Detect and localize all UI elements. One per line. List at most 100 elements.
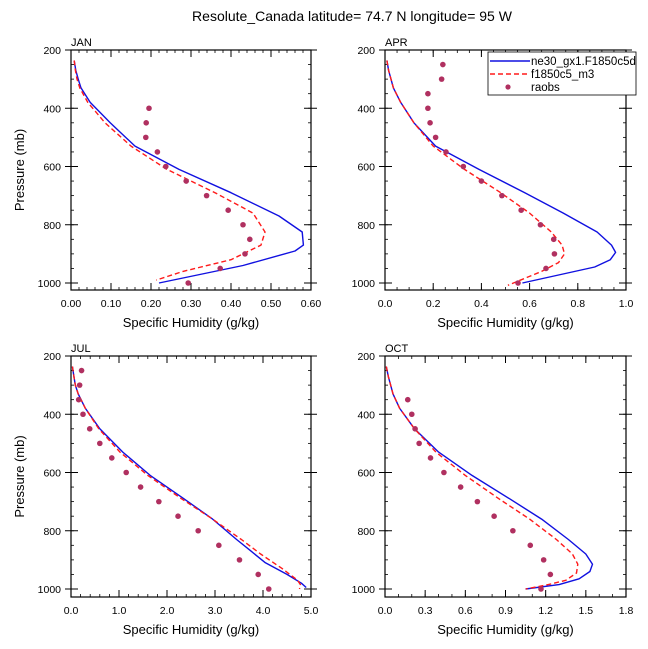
panels: JAN 0.00 0.10 0.20 0.30 0.40 0.50 0.60 200 400 600… <box>12 37 633 637</box>
raobs-point <box>236 557 243 563</box>
x-tick-label: 0.30 <box>181 298 202 310</box>
panel-title: OCT <box>385 343 409 355</box>
x-tick-label: 0.60 <box>301 298 322 310</box>
raobs-point <box>97 440 103 447</box>
raobs-point <box>109 455 115 461</box>
y-tick-label: 800 <box>43 220 61 232</box>
y-axis-title: Pressure (mb) <box>12 435 27 517</box>
legend-label: ne30_gx1.F1850c5d <box>531 56 636 68</box>
raobs-point <box>175 513 181 519</box>
raobs-point <box>404 396 411 403</box>
x-tick-label: 0.8 <box>570 298 585 310</box>
raobs-point <box>438 76 445 82</box>
raobs-point <box>143 120 149 126</box>
x-tick-label: 0.10 <box>101 298 122 310</box>
raobs-point <box>143 134 149 141</box>
y-tick-label: 1000 <box>38 278 62 290</box>
raobs-point <box>515 280 521 286</box>
y-tick-label: 200 <box>43 351 61 363</box>
raobs-point <box>137 484 144 490</box>
raobs-point <box>255 571 261 578</box>
panel-title: JUL <box>71 343 91 355</box>
x-tick-label: 0.0 <box>64 605 79 617</box>
raobs-point <box>242 251 248 257</box>
y-tick-label: 400 <box>357 103 375 115</box>
raobs-point <box>441 469 447 476</box>
y-tick-label: 1000 <box>352 278 376 290</box>
x-tick-label: 2.0 <box>160 605 175 617</box>
x-tick-label: 0.9 <box>498 605 513 617</box>
x-tick-label: 0.40 <box>221 298 242 310</box>
legend-label: raobs <box>531 82 560 94</box>
raobs-point <box>427 120 433 126</box>
raobs-point <box>163 163 169 170</box>
y-tick-label: 600 <box>357 162 375 174</box>
raobs-point <box>217 265 223 272</box>
raobs-point <box>416 440 422 447</box>
raobs-point <box>225 207 231 213</box>
y-tick-label: 400 <box>43 103 61 115</box>
raobs-point <box>491 513 497 519</box>
raobs-point <box>154 149 161 155</box>
x-tick-label: 1.0 <box>619 298 634 310</box>
raobs-point <box>443 149 449 155</box>
y-tick-label: 1000 <box>38 584 62 596</box>
x-tick-label: 0.50 <box>261 298 282 310</box>
y-tick-label: 800 <box>43 526 61 538</box>
raobs-point <box>547 571 554 578</box>
panel-title: APR <box>385 37 408 49</box>
x-tick-label: 0.20 <box>141 298 162 310</box>
x-tick-label: 0.3 <box>418 605 433 617</box>
raobs-point <box>518 207 524 213</box>
raobs-point <box>543 265 549 272</box>
raobs-point <box>499 192 505 199</box>
series-line-f1850c5-m3 <box>386 60 566 286</box>
raobs-point <box>240 221 246 228</box>
raobs-point <box>123 469 129 476</box>
legend-box <box>487 51 637 96</box>
x-axis-title: Specific Humidity (g/kg) <box>437 622 574 637</box>
x-tick-label: 0.2 <box>426 298 441 310</box>
x-tick-label: 0.00 <box>61 298 82 310</box>
raobs-point <box>538 586 544 592</box>
y-tick-label: 1000 <box>352 584 376 596</box>
raobs-point <box>460 163 467 170</box>
y-tick-label: 800 <box>357 220 375 232</box>
x-tick-label: 0.4 <box>474 298 489 310</box>
raobs-point <box>474 498 481 505</box>
y-tick-label: 400 <box>357 409 375 421</box>
x-axis-title: Specific Humidity (g/kg) <box>437 315 574 330</box>
raobs-point <box>75 396 82 403</box>
raobs-point <box>550 236 557 243</box>
raobs-point <box>185 280 191 286</box>
raobs-point <box>76 382 83 388</box>
series-line-f1850c5-m3 <box>385 366 579 590</box>
panel-title: JAN <box>71 37 92 49</box>
raobs-point <box>478 178 485 184</box>
raobs-point <box>265 586 272 592</box>
legend-marker-raobs <box>505 84 511 90</box>
raobs-point <box>432 134 439 141</box>
raobs-point <box>540 557 547 563</box>
raobs-point <box>427 455 434 461</box>
plot-frame <box>70 49 312 291</box>
x-tick-label: 5.0 <box>304 605 319 617</box>
x-tick-label: 1.8 <box>619 605 634 617</box>
x-tick-label: 0.0 <box>378 298 393 310</box>
y-tick-label: 200 <box>357 45 375 57</box>
series-line-f1850c5-m3 <box>73 60 266 281</box>
raobs-point <box>440 61 446 68</box>
series-line-ne30-gx1 <box>71 366 307 589</box>
raobs-point <box>510 527 516 534</box>
x-tick-label: 0.0 <box>378 605 393 617</box>
x-tick-label: 0.6 <box>458 605 473 617</box>
raobs-point <box>425 90 431 97</box>
raobs-point <box>156 498 162 505</box>
raobs-point <box>183 178 189 184</box>
x-tick-label: 1.2 <box>538 605 553 617</box>
y-tick-label: 600 <box>43 162 61 174</box>
raobs-point <box>412 426 418 432</box>
raobs-point <box>247 236 253 243</box>
